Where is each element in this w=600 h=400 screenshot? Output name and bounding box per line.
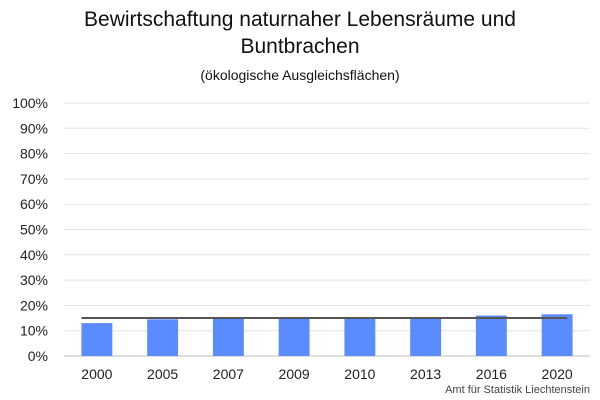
chart-title: Bewirtschaftung naturnaher Lebensräume u… xyxy=(0,6,600,60)
y-tick-label: 70% xyxy=(20,171,48,187)
chart-title-line1: Bewirtschaftung naturnaher Lebensräume u… xyxy=(84,8,516,31)
y-tick-label: 40% xyxy=(20,247,48,263)
bar xyxy=(541,314,573,356)
bar xyxy=(410,318,442,356)
chart-title-line2: Buntbrachen xyxy=(240,35,360,58)
x-tick-label: 2020 xyxy=(542,366,573,382)
y-tick-label: 10% xyxy=(20,323,48,339)
y-tick-label: 100% xyxy=(12,95,48,111)
source-credit: Amt für Statistik Liechtenstein xyxy=(445,384,590,396)
bar xyxy=(81,323,113,356)
x-tick-label: 2005 xyxy=(147,366,178,382)
x-tick-label: 2016 xyxy=(476,366,507,382)
y-tick-label: 80% xyxy=(20,146,48,162)
x-tick-label: 2013 xyxy=(410,366,441,382)
chart-subtitle: (ökologische Ausgleichsflächen) xyxy=(200,67,400,83)
bar xyxy=(212,318,244,356)
y-tick-label: 90% xyxy=(20,120,48,136)
bar xyxy=(475,315,507,356)
x-tick-label: 2009 xyxy=(279,366,310,382)
y-tick-label: 30% xyxy=(20,272,48,288)
y-tick-label: 60% xyxy=(20,196,48,212)
x-tick-label: 2010 xyxy=(344,366,375,382)
y-tick-label: 20% xyxy=(20,297,48,313)
bar xyxy=(147,319,179,356)
bar xyxy=(344,318,376,356)
y-tick-label: 50% xyxy=(20,222,48,238)
x-tick-label: 2000 xyxy=(81,366,112,382)
x-tick-label: 2007 xyxy=(213,366,244,382)
y-tick-label: 0% xyxy=(28,348,48,364)
bar xyxy=(278,318,310,356)
